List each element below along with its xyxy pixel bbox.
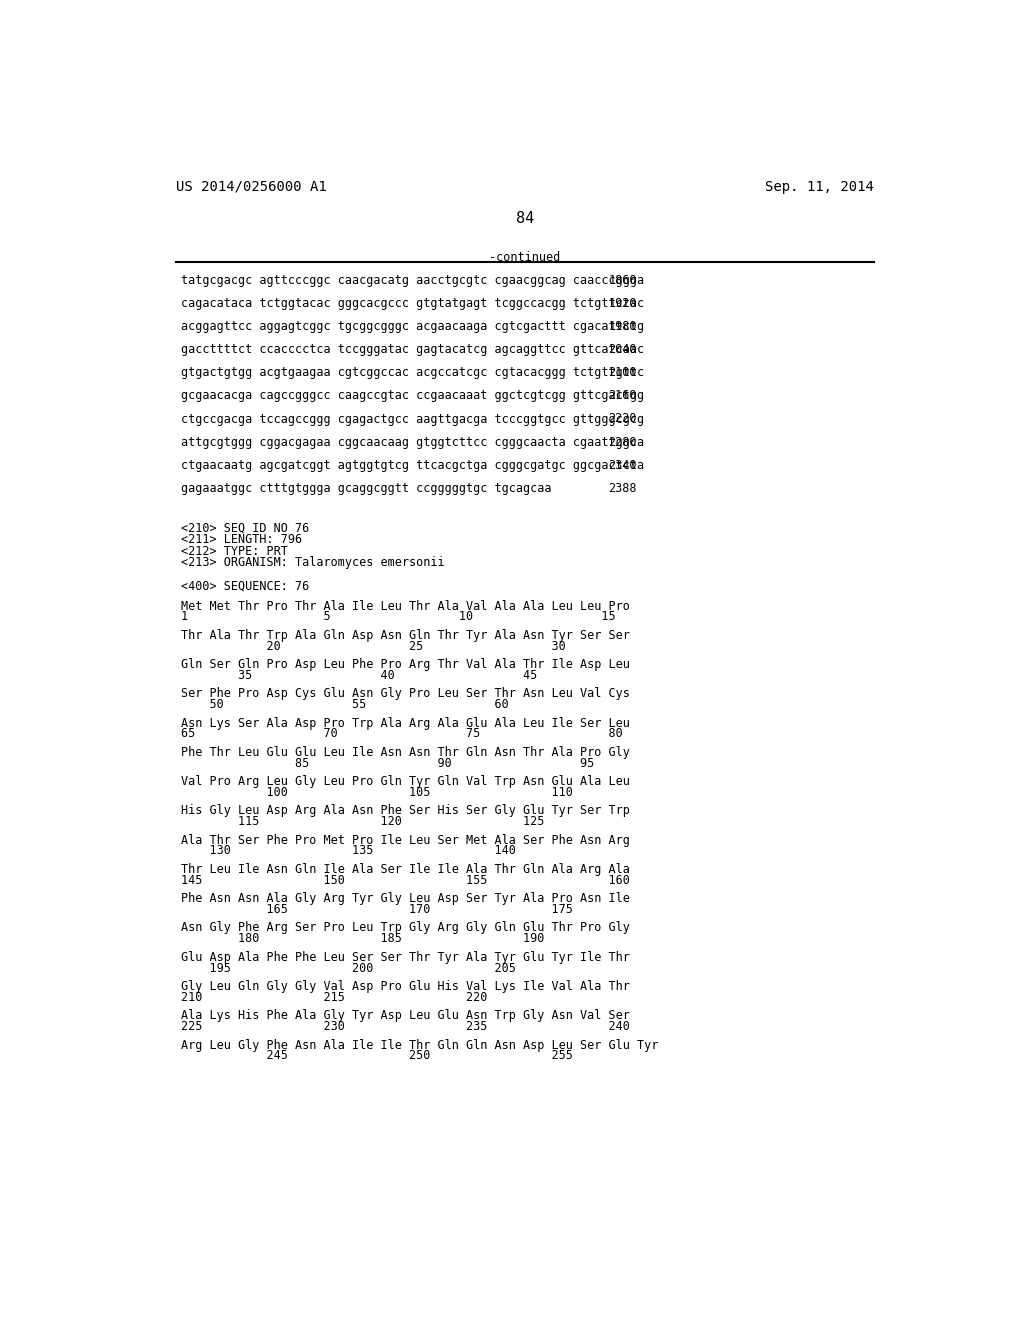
Text: ctgaacaatg agcgatcggt agtggtgtcg ttcacgctga cgggcgatgc ggcgactcta: ctgaacaatg agcgatcggt agtggtgtcg ttcacgc…	[180, 459, 644, 471]
Text: gaccttttct ccacccctca tccgggatac gagtacatcg agcaggttcc gttcatcaac: gaccttttct ccacccctca tccgggatac gagtaca…	[180, 343, 644, 356]
Text: US 2014/0256000 A1: US 2014/0256000 A1	[176, 180, 327, 194]
Text: 2388: 2388	[608, 482, 637, 495]
Text: <210> SEQ ID NO 76: <210> SEQ ID NO 76	[180, 521, 309, 535]
Text: 115                 120                 125: 115 120 125	[180, 816, 544, 828]
Text: 130                 135                 140: 130 135 140	[180, 845, 515, 858]
Text: Arg Leu Gly Phe Asn Ala Ile Ile Thr Gln Gln Asn Asp Leu Ser Glu Tyr: Arg Leu Gly Phe Asn Ala Ile Ile Thr Gln …	[180, 1039, 658, 1052]
Text: Ser Phe Pro Asp Cys Glu Asn Gly Pro Leu Ser Thr Asn Leu Val Cys: Ser Phe Pro Asp Cys Glu Asn Gly Pro Leu …	[180, 688, 630, 701]
Text: Gln Ser Gln Pro Asp Leu Phe Pro Arg Thr Val Ala Thr Ile Asp Leu: Gln Ser Gln Pro Asp Leu Phe Pro Arg Thr …	[180, 659, 630, 671]
Text: 1920: 1920	[608, 297, 637, 310]
Text: 2340: 2340	[608, 459, 637, 471]
Text: Met Met Thr Pro Thr Ala Ile Leu Thr Ala Val Ala Ala Leu Leu Pro: Met Met Thr Pro Thr Ala Ile Leu Thr Ala …	[180, 599, 630, 612]
Text: 195                 200                 205: 195 200 205	[180, 961, 515, 974]
Text: 210                 215                 220: 210 215 220	[180, 991, 487, 1003]
Text: cagacataca tctggtacac gggcacgccc gtgtatgagt tcggccacgg tctgttctac: cagacataca tctggtacac gggcacgccc gtgtatg…	[180, 297, 644, 310]
Text: <212> TYPE: PRT: <212> TYPE: PRT	[180, 545, 288, 558]
Text: 20                  25                  30: 20 25 30	[180, 640, 565, 652]
Text: 2160: 2160	[608, 389, 637, 403]
Text: Thr Ala Thr Trp Ala Gln Asp Asn Gln Thr Tyr Ala Asn Tyr Ser Ser: Thr Ala Thr Trp Ala Gln Asp Asn Gln Thr …	[180, 628, 630, 642]
Text: 85                  90                  95: 85 90 95	[180, 756, 594, 770]
Text: 35                  40                  45: 35 40 45	[180, 669, 537, 682]
Text: Sep. 11, 2014: Sep. 11, 2014	[765, 180, 873, 194]
Text: 245                 250                 255: 245 250 255	[180, 1049, 572, 1063]
Text: Asn Lys Ser Ala Asp Pro Trp Ala Arg Ala Glu Ala Leu Ile Ser Leu: Asn Lys Ser Ala Asp Pro Trp Ala Arg Ala …	[180, 717, 630, 730]
Text: acggagttcc aggagtcggc tgcggcgggc acgaacaaga cgtcgacttt cgacattctg: acggagttcc aggagtcggc tgcggcgggc acgaaca…	[180, 321, 644, 333]
Text: 50                  55                  60: 50 55 60	[180, 698, 509, 711]
Text: <400> SEQUENCE: 76: <400> SEQUENCE: 76	[180, 579, 309, 593]
Text: 1                   5                  10                  15: 1 5 10 15	[180, 610, 615, 623]
Text: Thr Leu Ile Asn Gln Ile Ala Ser Ile Ile Ala Thr Gln Ala Arg Ala: Thr Leu Ile Asn Gln Ile Ala Ser Ile Ile …	[180, 863, 630, 876]
Text: 84: 84	[516, 211, 534, 226]
Text: <213> ORGANISM: Talaromyces emersonii: <213> ORGANISM: Talaromyces emersonii	[180, 557, 444, 569]
Text: 1980: 1980	[608, 321, 637, 333]
Text: Phe Asn Asn Ala Gly Arg Tyr Gly Leu Asp Ser Tyr Ala Pro Asn Ile: Phe Asn Asn Ala Gly Arg Tyr Gly Leu Asp …	[180, 892, 630, 906]
Text: Ala Lys His Phe Ala Gly Tyr Asp Leu Glu Asn Trp Gly Asn Val Ser: Ala Lys His Phe Ala Gly Tyr Asp Leu Glu …	[180, 1010, 630, 1022]
Text: Gly Leu Gln Gly Gly Val Asp Pro Glu His Val Lys Ile Val Ala Thr: Gly Leu Gln Gly Gly Val Asp Pro Glu His …	[180, 979, 630, 993]
Text: Phe Thr Leu Glu Glu Leu Ile Asn Asn Thr Gln Asn Thr Ala Pro Gly: Phe Thr Leu Glu Glu Leu Ile Asn Asn Thr …	[180, 746, 630, 759]
Text: His Gly Leu Asp Arg Ala Asn Phe Ser His Ser Gly Glu Tyr Ser Trp: His Gly Leu Asp Arg Ala Asn Phe Ser His …	[180, 804, 630, 817]
Text: 165                 170                 175: 165 170 175	[180, 903, 572, 916]
Text: gagaaatggc ctttgtggga gcaggcggtt ccgggggtgc tgcagcaa: gagaaatggc ctttgtggga gcaggcggtt ccggggg…	[180, 482, 551, 495]
Text: 225                 230                 235                 240: 225 230 235 240	[180, 1020, 630, 1034]
Text: gcgaacacga cagccgggcc caagccgtac ccgaacaaat ggctcgtcgg gttcgactgg: gcgaacacga cagccgggcc caagccgtac ccgaaca…	[180, 389, 644, 403]
Text: tatgcgacgc agttcccggc caacgacatg aacctgcgtc cgaacggcag caacccggga: tatgcgacgc agttcccggc caacgacatg aacctgc…	[180, 275, 644, 286]
Text: -continued: -continued	[489, 251, 560, 264]
Text: 145                 150                 155                 160: 145 150 155 160	[180, 874, 630, 887]
Text: Glu Asp Ala Phe Phe Leu Ser Ser Thr Tyr Ala Tyr Glu Tyr Ile Thr: Glu Asp Ala Phe Phe Leu Ser Ser Thr Tyr …	[180, 950, 630, 964]
Text: 180                 185                 190: 180 185 190	[180, 932, 544, 945]
Text: Asn Gly Phe Arg Ser Pro Leu Trp Gly Arg Gly Gln Glu Thr Pro Gly: Asn Gly Phe Arg Ser Pro Leu Trp Gly Arg …	[180, 921, 630, 935]
Text: 2280: 2280	[608, 436, 637, 449]
Text: 2220: 2220	[608, 412, 637, 425]
Text: 100                 105                 110: 100 105 110	[180, 785, 572, 799]
Text: Ala Thr Ser Phe Pro Met Pro Ile Leu Ser Met Ala Ser Phe Asn Arg: Ala Thr Ser Phe Pro Met Pro Ile Leu Ser …	[180, 834, 630, 846]
Text: ctgccgacga tccagccggg cgagactgcc aagttgacga tcccggtgcc gttgggcgcg: ctgccgacga tccagccggg cgagactgcc aagttga…	[180, 412, 644, 425]
Text: 65                  70                  75                  80: 65 70 75 80	[180, 727, 623, 741]
Text: <211> LENGTH: 796: <211> LENGTH: 796	[180, 533, 302, 546]
Text: 1860: 1860	[608, 275, 637, 286]
Text: 2100: 2100	[608, 367, 637, 379]
Text: 2040: 2040	[608, 343, 637, 356]
Text: Val Pro Arg Leu Gly Leu Pro Gln Tyr Gln Val Trp Asn Glu Ala Leu: Val Pro Arg Leu Gly Leu Pro Gln Tyr Gln …	[180, 775, 630, 788]
Text: attgcgtggg cggacgagaa cggcaacaag gtggtcttcc cgggcaacta cgaattggca: attgcgtggg cggacgagaa cggcaacaag gtggtct…	[180, 436, 644, 449]
Text: gtgactgtgg acgtgaagaa cgtcggccac acgccatcgc cgtacacggg tctgttgttc: gtgactgtgg acgtgaagaa cgtcggccac acgccat…	[180, 367, 644, 379]
